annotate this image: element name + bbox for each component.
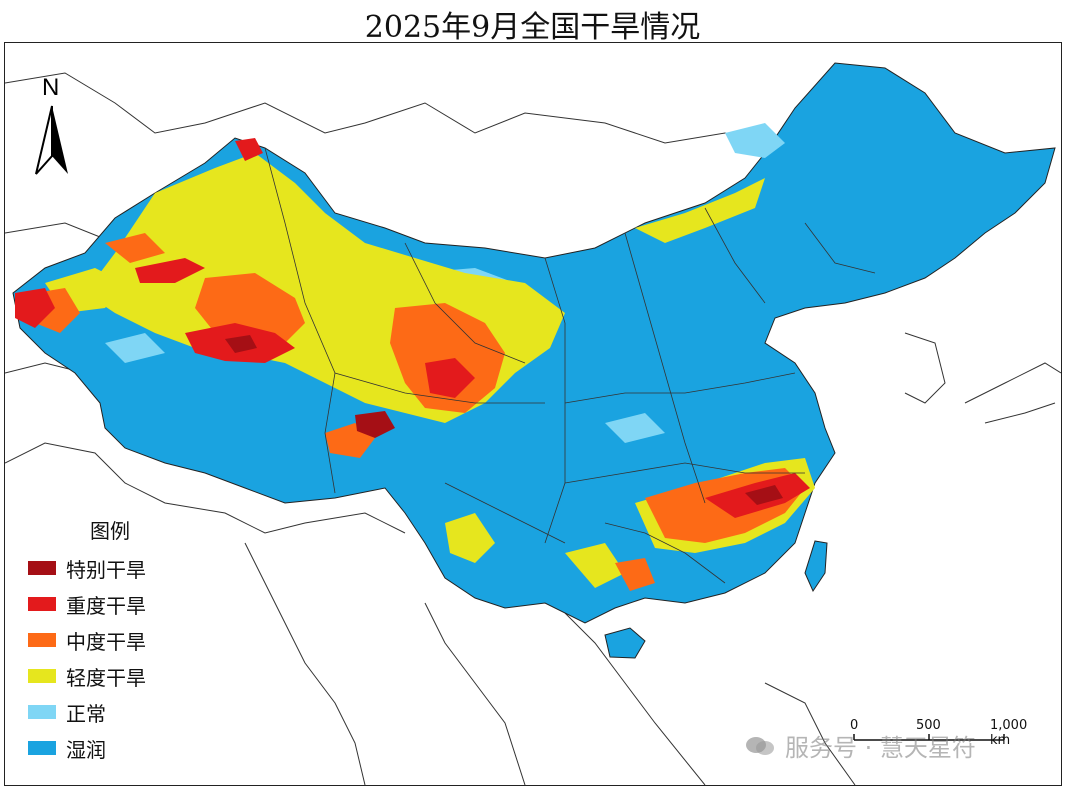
wechat-icon — [746, 736, 774, 755]
legend-swatch-wet — [28, 741, 56, 755]
scale-label-0: 0 — [850, 718, 859, 733]
province-boundaries — [264, 147, 876, 584]
legend-label: 特别干旱 — [66, 557, 146, 582]
extreme-drought-zones — [225, 335, 783, 505]
north-arrow-icon — [35, 105, 68, 175]
legend-item-severe: 重度干旱 — [28, 586, 198, 622]
scale-bar: 0 500 1,000 km — [850, 718, 1050, 758]
legend-label: 湿润 — [66, 737, 106, 762]
legend-label: 轻度干旱 — [66, 665, 146, 690]
scale-bar-line — [853, 734, 1005, 741]
legend-item-extreme: 特别干旱 — [28, 550, 198, 586]
legend-title: 图例 — [90, 519, 130, 543]
map-svg — [5, 62, 1061, 785]
legend-label: 中度干旱 — [66, 629, 146, 654]
scale-label-500: 500 — [916, 718, 941, 733]
legend-item-moderate: 中度干旱 — [28, 622, 198, 658]
taiwan-island — [804, 540, 828, 593]
legend-item-light: 轻度干旱 — [28, 658, 198, 694]
map-title: 2025年9月全国干旱情况 — [364, 10, 701, 45]
legend-swatch-normal — [28, 705, 56, 719]
legend-swatch-moderate — [28, 633, 56, 647]
legend-item-wet: 湿润 — [28, 730, 198, 766]
north-arrow-label: N — [42, 74, 60, 101]
legend-label: 正常 — [66, 701, 106, 726]
legend-swatch-severe — [28, 597, 56, 611]
neighbor-borders — [5, 72, 1061, 785]
legend: 图例 特别干旱 重度干旱 中度干旱 轻度干旱 正常 湿润 — [28, 515, 198, 766]
legend-swatch-extreme — [28, 561, 56, 575]
map-canvas — [4, 42, 1062, 786]
legend-swatch-light — [28, 669, 56, 683]
legend-item-normal: 正常 — [28, 694, 198, 730]
watermark-text: 服务号 · 慧天星符 — [785, 734, 976, 762]
legend-label: 重度干旱 — [66, 593, 146, 618]
hainan-island — [604, 627, 646, 659]
watermark: 服务号 · 慧天星符 — [745, 728, 976, 763]
